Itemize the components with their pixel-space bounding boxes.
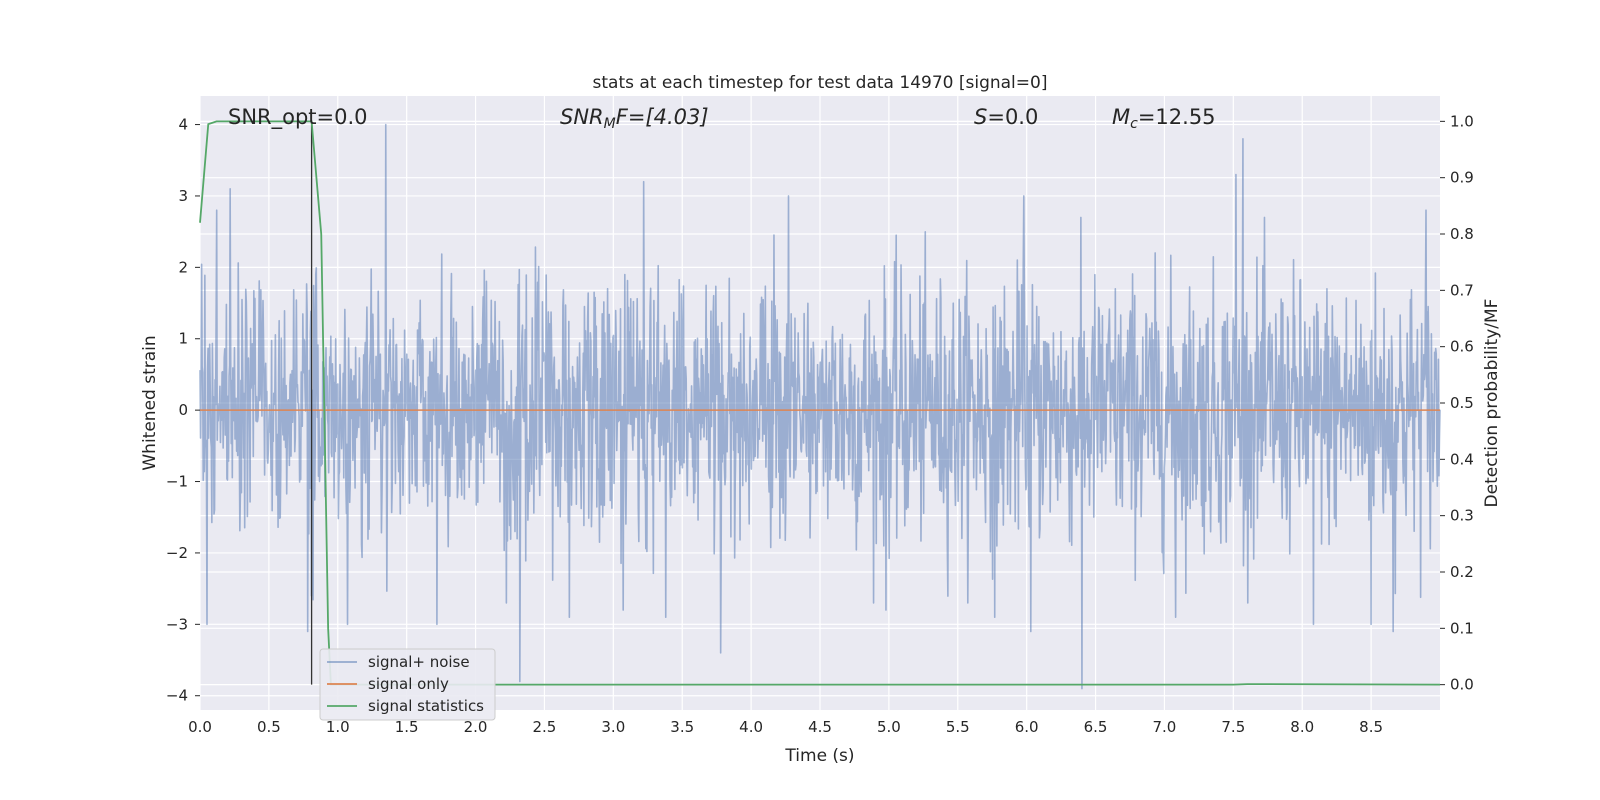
y2-tick-label: 0.2: [1450, 563, 1474, 581]
y2-tick-label: 0.6: [1450, 338, 1474, 356]
y-tick-label: −2: [166, 544, 188, 562]
y2-tick-label: 0.5: [1450, 394, 1474, 412]
signal-statistics-line: [199, 120, 1441, 686]
y-tick-label: −3: [166, 615, 188, 633]
y2-tick-label: 0.0: [1450, 676, 1474, 694]
y-tick-label: −1: [166, 473, 188, 491]
x-tick-label: 0.0: [188, 718, 212, 736]
x-tick-label: 8.5: [1359, 718, 1383, 736]
x-tick-label: 4.0: [739, 718, 763, 736]
y2-tick-label: 0.7: [1450, 281, 1474, 299]
y2-tick-label: 0.8: [1450, 225, 1474, 243]
x-tick-label: 2.5: [533, 718, 557, 736]
x-tick-label: 6.0: [1015, 718, 1039, 736]
y-tick-label: 1: [178, 330, 188, 348]
y2-axis-ticks: 1.0 0.9 0.8 0.7 0.6 0.5 0.4 0.3 0.2 0.1 0.0: [1440, 112, 1474, 694]
x-tick-label: 0.5: [257, 718, 281, 736]
signal-noise-line: [199, 123, 1441, 690]
x-tick-label: 4.5: [808, 718, 832, 736]
x-tick-label: 1.0: [326, 718, 350, 736]
y-tick-label: 0: [178, 401, 188, 419]
legend: signal+ noise signal only signal statist…: [319, 648, 496, 721]
annotation-mc: Mc=12.55: [1112, 105, 1216, 132]
x-axis-ticks: 0.0 0.5 1.0 1.5 2.0 2.5 3.0 3.5 4.0 4.5 5.0 5.5 6.0 6…: [188, 718, 1383, 736]
x-tick-label: 7.5: [1221, 718, 1245, 736]
y-tick-label: 4: [178, 116, 188, 134]
signal-statistics-series: [199, 120, 1441, 686]
x-tick-label: 6.5: [1084, 718, 1108, 736]
x-tick-label: 1.5: [395, 718, 419, 736]
x-tick-label: 3.5: [670, 718, 694, 736]
y2-tick-label: 0.9: [1450, 169, 1474, 187]
signal-noise-series: [199, 123, 1441, 690]
y2-tick-label: 1.0: [1450, 112, 1474, 130]
x-axis-label: Time (s): [784, 746, 854, 766]
y2-tick-label: 0.4: [1450, 450, 1474, 468]
annotation-snr-opt: SNR_opt=0.0: [228, 105, 368, 130]
x-tick-label: 7.0: [1153, 718, 1177, 736]
y-tick-label: 3: [178, 187, 188, 205]
x-tick-label: 3.0: [601, 718, 625, 736]
y-axis-label: Whitened strain: [140, 335, 160, 470]
legend-label-signal-only: signal only: [368, 675, 449, 693]
y-tick-label: 2: [178, 258, 188, 276]
x-tick-label: 8.0: [1290, 718, 1314, 736]
legend-label-signal-noise: signal+ noise: [368, 653, 470, 671]
x-tick-label: 5.0: [877, 718, 901, 736]
y-tick-label: −4: [166, 687, 188, 705]
legend-label-signal-statistics: signal statistics: [368, 697, 484, 715]
y2-tick-label: 0.1: [1450, 619, 1474, 637]
annotation-snr-mf: SNRMF=[4.03]: [560, 105, 709, 132]
y-axis-ticks: 4 3 2 1 0 −1 −2 −3 −4: [166, 116, 200, 705]
x-tick-label: 2.0: [464, 718, 488, 736]
chart-title: stats at each timestep for test data 149…: [593, 73, 1048, 93]
annotation-s: S=0.0: [974, 105, 1038, 129]
x-tick-label: 5.5: [946, 718, 970, 736]
y2-tick-label: 0.3: [1450, 507, 1474, 525]
legend-box: [319, 648, 496, 721]
y2-axis-label: Detection probability/MF: [1482, 299, 1502, 508]
